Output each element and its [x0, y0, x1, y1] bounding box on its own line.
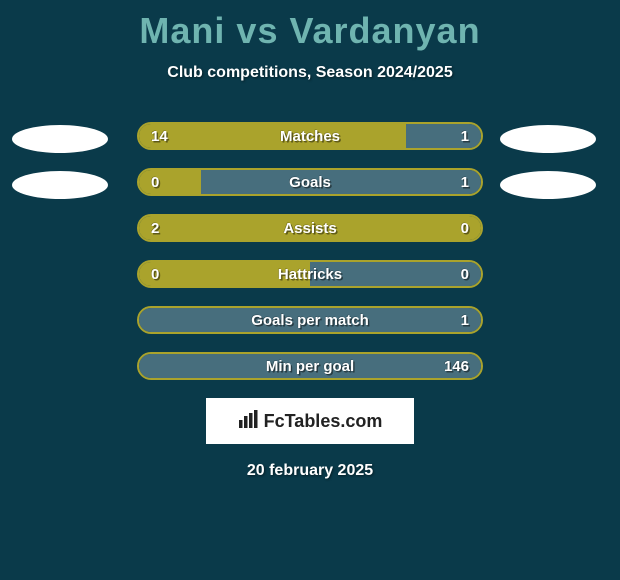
stat-overlay: Min per goal 146 — [139, 354, 481, 378]
player-badge-right — [500, 125, 596, 153]
stat-row: 2 Assists 0 — [137, 214, 483, 242]
stat-overlay: Goals per match 1 — [139, 308, 481, 332]
player-badge-left — [12, 171, 108, 199]
stat-overlay: 0 Goals 1 — [139, 170, 481, 194]
value-right: 0 — [461, 266, 469, 283]
value-left: 2 — [151, 220, 159, 237]
value-right: 1 — [461, 128, 469, 145]
logo: FcTables.com — [238, 410, 383, 433]
stat-row: 0 Hattricks 0 — [137, 260, 483, 288]
date-text: 20 february 2025 — [0, 462, 620, 480]
stat-row: Goals per match 1 — [137, 306, 483, 334]
bars-icon — [238, 410, 260, 433]
value-left: 14 — [151, 128, 168, 145]
stat-row: Min per goal 146 — [137, 352, 483, 380]
stat-overlay: 0 Hattricks 0 — [139, 262, 481, 286]
stat-overlay: 2 Assists 0 — [139, 216, 481, 240]
stat-label: Assists — [283, 220, 336, 237]
value-right: 1 — [461, 174, 469, 191]
player-badge-right — [500, 171, 596, 199]
comparison-chart: 14 Matches 1 0 Goals 1 2 Assists 0 0 Hattricks 0 Goa… — [0, 122, 620, 380]
stat-row: 0 Goals 1 — [137, 168, 483, 196]
stat-label: Min per goal — [266, 358, 354, 375]
value-right: 1 — [461, 312, 469, 329]
logo-box: FcTables.com — [206, 398, 414, 444]
value-left: 0 — [151, 174, 159, 191]
stat-label: Matches — [280, 128, 340, 145]
value-right: 0 — [461, 220, 469, 237]
value-left: 0 — [151, 266, 159, 283]
stat-label: Hattricks — [278, 266, 342, 283]
page-title: Mani vs Vardanyan — [0, 0, 620, 52]
subtitle: Club competitions, Season 2024/2025 — [0, 64, 620, 82]
value-right: 146 — [444, 358, 469, 375]
stat-overlay: 14 Matches 1 — [139, 124, 481, 148]
logo-text: FcTables.com — [264, 411, 383, 432]
stat-row: 14 Matches 1 — [137, 122, 483, 150]
player-badge-left — [12, 125, 108, 153]
stat-label: Goals per match — [251, 312, 369, 329]
stat-label: Goals — [289, 174, 331, 191]
